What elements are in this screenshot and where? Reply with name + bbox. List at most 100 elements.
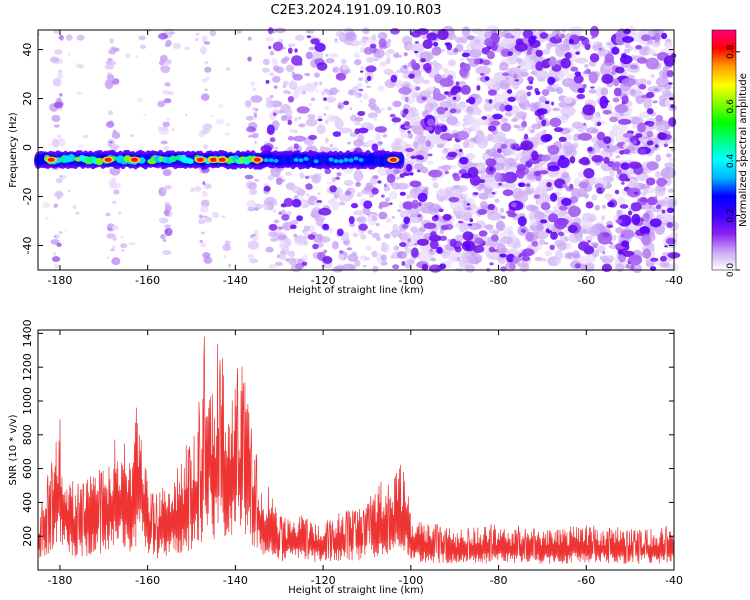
noise-blob xyxy=(542,48,551,55)
noise-blob xyxy=(108,181,116,189)
noise-blob xyxy=(404,121,411,126)
noise-blob xyxy=(307,234,316,240)
noise-blob xyxy=(425,236,431,241)
noise-blob xyxy=(225,122,231,127)
noise-blob xyxy=(287,47,293,54)
noise-blob xyxy=(661,89,672,97)
band-cell xyxy=(187,158,194,165)
noise-blob xyxy=(417,192,428,203)
noise-blob xyxy=(481,116,488,120)
noise-blob xyxy=(204,88,208,91)
noise-blob xyxy=(459,57,465,61)
figure-title: C2E3.2024.191.09.10.R03 xyxy=(270,3,441,18)
noise-blob xyxy=(646,80,652,85)
noise-blob xyxy=(432,182,439,189)
noise-blob xyxy=(401,260,406,267)
noise-blob xyxy=(107,57,113,62)
noise-blob xyxy=(594,204,601,211)
noise-blob xyxy=(568,205,581,217)
noise-blob xyxy=(535,49,544,57)
noise-blob xyxy=(405,263,412,269)
noise-blob xyxy=(494,171,502,182)
noise-blob xyxy=(291,186,302,193)
noise-blob xyxy=(439,77,454,87)
noise-blob xyxy=(76,34,85,41)
noise-blob xyxy=(326,181,332,185)
noise-blob xyxy=(285,64,295,72)
noise-blob xyxy=(106,74,115,81)
noise-blob xyxy=(529,129,536,133)
noise-blob xyxy=(185,114,188,117)
noise-blob xyxy=(287,135,295,141)
noise-blob xyxy=(384,51,391,57)
noise-blob xyxy=(563,96,573,104)
band-cell xyxy=(67,154,76,162)
noise-blob xyxy=(523,188,535,195)
noise-blob xyxy=(450,165,457,170)
noise-blob xyxy=(523,55,532,64)
noise-blob xyxy=(495,221,506,232)
noise-blob xyxy=(461,26,471,37)
noise-blob xyxy=(337,104,343,109)
noise-blob xyxy=(627,45,634,52)
band-cell xyxy=(333,158,339,163)
noise-blob xyxy=(397,209,402,213)
noise-blob xyxy=(403,108,409,115)
noise-blob xyxy=(390,141,402,150)
noise-blob xyxy=(466,35,475,40)
noise-blob xyxy=(639,226,651,234)
noise-blob xyxy=(485,158,497,167)
noise-blob xyxy=(390,27,400,35)
noise-blob xyxy=(311,173,322,184)
noise-blob xyxy=(460,84,471,95)
noise-blob xyxy=(138,35,146,41)
noise-blob xyxy=(382,133,388,138)
noise-blob xyxy=(429,264,442,273)
noise-blob xyxy=(548,213,559,223)
noise-blob xyxy=(558,205,568,211)
noise-blob xyxy=(353,121,361,126)
noise-blob xyxy=(660,219,667,224)
noise-blob xyxy=(618,118,632,125)
noise-blob xyxy=(606,145,610,149)
noise-blob xyxy=(547,76,555,86)
noise-blob xyxy=(469,218,474,223)
noise-blob xyxy=(408,132,413,140)
colorbar-ticks: 0.0 0.2 0.4 0.6 0.8 xyxy=(726,44,740,277)
spectrogram-y-label: Frequency (Hz) xyxy=(8,112,19,188)
noise-blob xyxy=(111,225,119,231)
noise-blob xyxy=(660,255,667,262)
noise-blob xyxy=(529,225,537,230)
noise-blob xyxy=(535,90,541,96)
noise-blob xyxy=(499,62,509,71)
noise-blob xyxy=(271,57,278,66)
noise-blob xyxy=(434,214,439,219)
y-tick-label: 1000 xyxy=(21,387,34,415)
noise-blob xyxy=(570,66,579,72)
noise-blob xyxy=(661,32,668,40)
noise-blob xyxy=(274,127,279,131)
noise-blob xyxy=(504,32,512,39)
x-tick-label: -140 xyxy=(223,574,248,587)
noise-blob xyxy=(400,131,407,139)
x-tick-label: -160 xyxy=(135,574,160,587)
noise-blob xyxy=(56,97,62,103)
noise-blob xyxy=(406,43,413,51)
noise-blob xyxy=(528,158,541,165)
noise-blob xyxy=(287,119,293,126)
noise-blob xyxy=(53,203,59,208)
noise-blob xyxy=(292,73,303,81)
noise-blob xyxy=(468,111,476,116)
colorbar-tick-label: 0.8 xyxy=(726,44,736,59)
band-cell xyxy=(268,158,274,163)
noise-blob xyxy=(500,266,507,272)
noise-blob xyxy=(338,201,346,206)
noise-blob xyxy=(162,238,167,242)
noise-blob xyxy=(585,201,594,209)
noise-blob xyxy=(172,42,181,50)
noise-blob xyxy=(157,126,164,131)
noise-blob xyxy=(367,229,373,235)
noise-blob xyxy=(558,43,567,52)
noise-blob xyxy=(158,128,170,135)
noise-blob xyxy=(371,250,378,258)
